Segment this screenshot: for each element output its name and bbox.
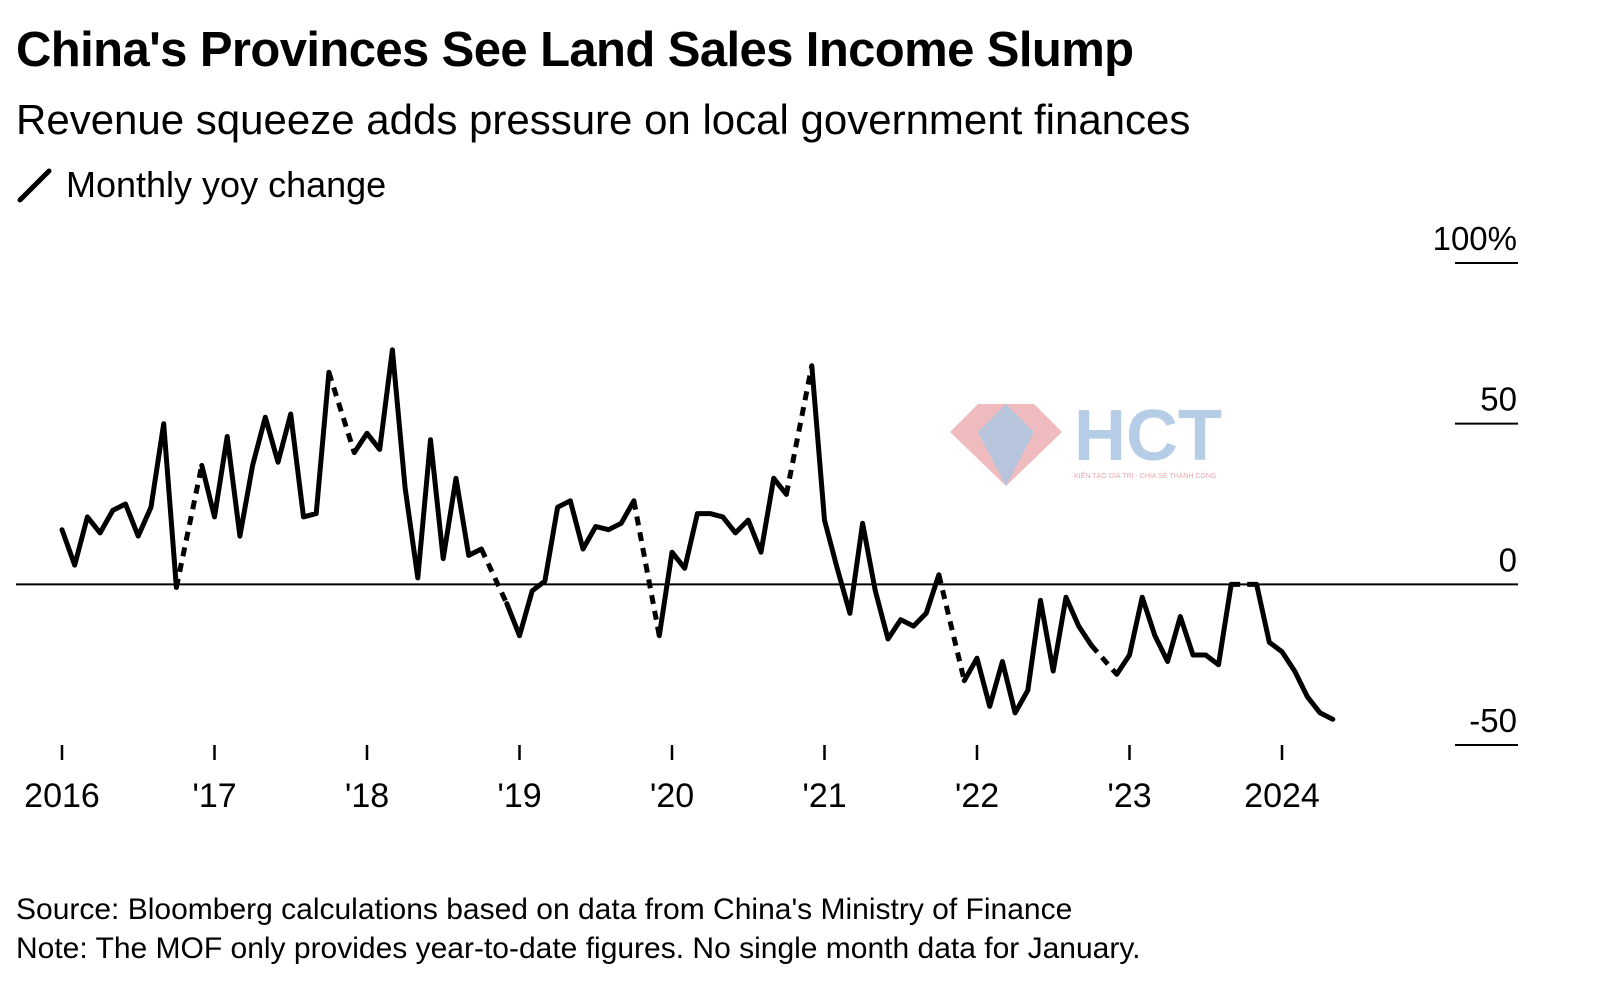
series-gap-dashed-line bbox=[326, 371, 357, 454]
watermark-tagline: KIẾN TẠO GIÁ TRỊ - CHIA SẺ THÀNH CÔNG bbox=[1074, 470, 1216, 480]
line-chart: 100% 50 0 -50 2016 '17 '18 '19 '20 '21 '22 '23 2024 bbox=[16, 220, 1518, 815]
y-tick-label: 0 bbox=[1499, 541, 1517, 578]
hct-watermark-logo: HCT KIẾN TẠO GIÁ TRỊ - CHIA SẺ THÀNH CÔN… bbox=[950, 400, 1222, 486]
series-gap-dashed-line bbox=[936, 574, 967, 682]
watermark-brand: HCT bbox=[1074, 400, 1222, 476]
x-tick-label: '23 bbox=[1107, 777, 1151, 815]
series-gap-dashed-line bbox=[173, 464, 205, 589]
series-gap-dashed-line bbox=[631, 500, 662, 637]
y-tick-label: 50 bbox=[1480, 381, 1517, 418]
x-tick-label: '19 bbox=[497, 777, 541, 815]
x-tick-label: '18 bbox=[345, 777, 389, 815]
series-gap-dashed-line bbox=[783, 365, 815, 495]
chart-subtitle: Revenue squeeze adds pressure on local g… bbox=[16, 96, 1191, 143]
x-tick-label: '20 bbox=[650, 777, 694, 815]
y-tick-label: 100% bbox=[1433, 220, 1517, 257]
x-tick-label: '17 bbox=[192, 777, 236, 815]
legend: Monthly yoy change bbox=[16, 163, 386, 207]
series-gap-dashed-line bbox=[479, 547, 510, 605]
x-tick-label: '22 bbox=[955, 777, 999, 815]
x-tick-label: 2016 bbox=[24, 777, 100, 815]
y-tick-label: -50 bbox=[1469, 702, 1517, 739]
x-tick-label: '21 bbox=[802, 777, 846, 815]
source-note: Source: Bloomberg calculations based on … bbox=[16, 893, 1073, 926]
legend-label: Monthly yoy change bbox=[66, 164, 387, 205]
series-line bbox=[59, 347, 1336, 722]
series-gap-dashed-line bbox=[1089, 643, 1119, 676]
x-tick-label: 2024 bbox=[1244, 777, 1320, 815]
diagonal-line-icon bbox=[17, 168, 52, 203]
chart-title: China's Provinces See Land Sales Income … bbox=[16, 23, 1134, 77]
footnote: Note: The MOF only provides year-to-date… bbox=[16, 932, 1141, 965]
